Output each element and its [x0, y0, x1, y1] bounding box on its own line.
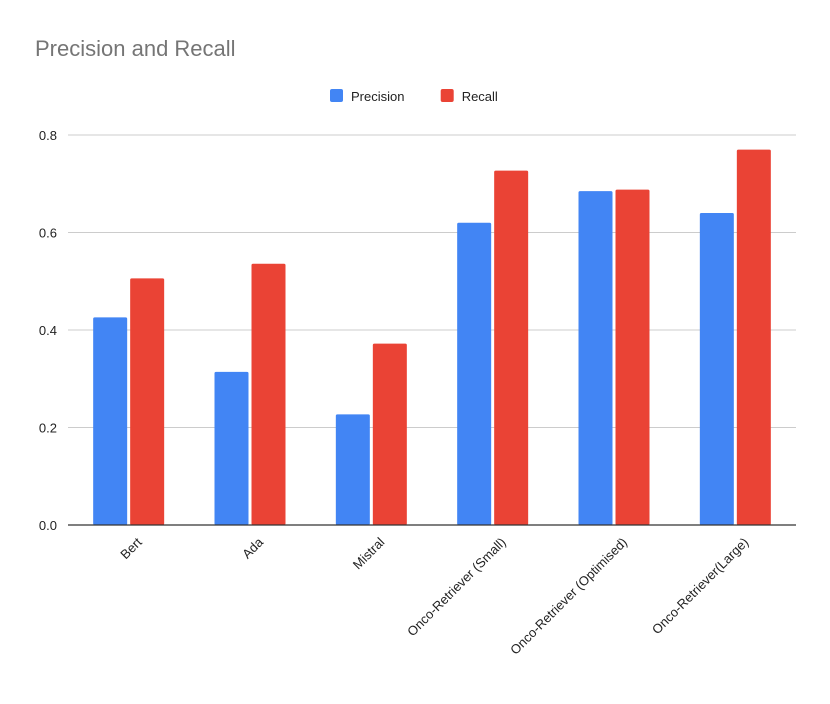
legend-label-recall: Recall [462, 89, 498, 104]
legend-swatch-precision [330, 89, 343, 102]
y-tick-label: 0.6 [39, 226, 57, 241]
bar-recall-bert [130, 278, 165, 525]
bar-precision-mistral [335, 414, 370, 525]
bar-recall-onco-retriever-small [494, 170, 529, 525]
legend-swatch-recall [440, 89, 454, 102]
bar-precision-onco-retriever-optimised [578, 191, 613, 525]
legend: Precision Recall [330, 89, 498, 104]
bar-precision-ada [214, 371, 249, 525]
gridlines [68, 134, 796, 428]
bar-recall-ada [251, 263, 286, 525]
y-tick-label: 0.8 [39, 128, 57, 143]
bar-precision-onco-retriever-large [699, 213, 734, 525]
bar-precision-bert [93, 317, 128, 525]
bar-precision-onco-retriever-small [457, 222, 492, 525]
y-tick-label: 0.2 [39, 421, 57, 436]
bars [93, 149, 771, 525]
bar-recall-onco-retriever-large [736, 149, 771, 525]
bar-recall-mistral [372, 343, 407, 525]
y-tick-label: 0.4 [39, 323, 57, 338]
chart-title: Precision and Recall [35, 36, 236, 61]
y-axis: 0.0 0.2 0.4 0.6 0.8 [39, 128, 57, 533]
legend-label-precision: Precision [351, 89, 404, 104]
y-tick-label: 0.0 [39, 518, 57, 533]
bar-recall-onco-retriever-optimised [615, 189, 650, 525]
